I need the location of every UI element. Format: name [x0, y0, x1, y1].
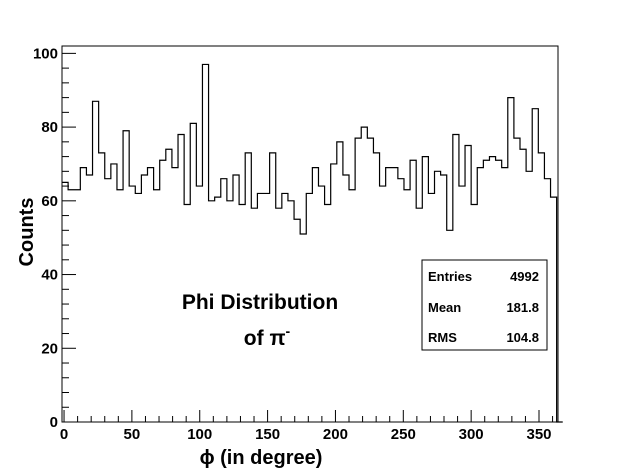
- y-tick-label: 20: [41, 340, 58, 357]
- stats-entries-label: Entries: [428, 269, 472, 284]
- x-axis-title: ϕ (in degree): [200, 447, 323, 469]
- annotation-line-1: Phi Distribution: [182, 291, 338, 314]
- y-tick-label: 100: [33, 45, 58, 62]
- stats-box: Entries 4992 Mean 181.8 RMS 104.8: [421, 259, 548, 351]
- y-axis-title: Counts: [16, 198, 38, 267]
- annotation-line-2: of π-: [244, 323, 291, 350]
- y-tick-label: 60: [41, 193, 58, 210]
- x-tick-label: 100: [187, 426, 212, 443]
- x-tick-label: 200: [323, 426, 348, 443]
- tick-labels: 0 50 100 150 200 250 300 350 0 20 40 60 80 100: [33, 45, 552, 443]
- axis-ticks: [62, 52, 554, 423]
- x-tick-label: 300: [459, 426, 484, 443]
- x-tick-label: 250: [391, 426, 416, 443]
- x-tick-label: 150: [255, 426, 280, 443]
- stats-mean-value: 181.8: [506, 300, 539, 315]
- plot-frame: [61, 45, 559, 423]
- y-tick-label: 0: [50, 414, 58, 431]
- stats-rms-label: RMS: [428, 330, 457, 345]
- annotation-superscript: -: [286, 323, 291, 339]
- stats-box-frame: [421, 259, 548, 351]
- stats-entries-value: 4992: [510, 269, 539, 284]
- annotation-line-2-text: of π: [244, 327, 286, 350]
- stats-mean-label: Mean: [428, 300, 461, 315]
- stats-rms-value: 104.8: [506, 330, 539, 345]
- x-tick-label: 0: [60, 426, 68, 443]
- histogram-outline: [62, 63, 563, 423]
- x-tick-label: 350: [526, 426, 551, 443]
- y-tick-label: 40: [41, 267, 58, 284]
- x-tick-label: 50: [124, 426, 141, 443]
- y-tick-label: 80: [41, 119, 58, 136]
